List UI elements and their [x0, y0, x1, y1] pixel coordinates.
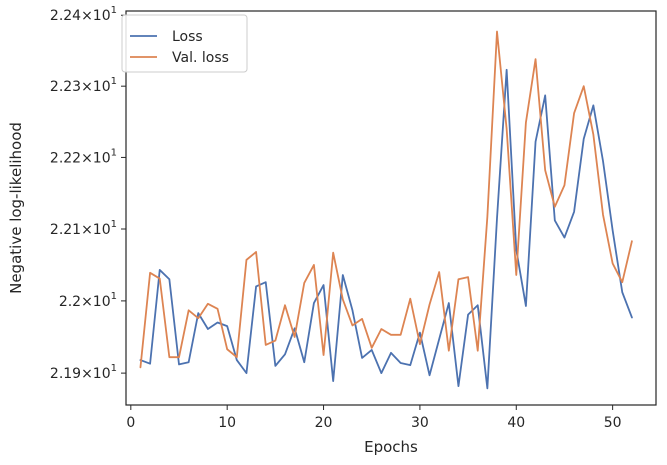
y-tick-label: 2.19×101 [50, 363, 117, 382]
y-tick-label: 2.24×101 [50, 5, 117, 24]
x-tick-label: 0 [126, 415, 135, 431]
y-tick-label: 2.23×101 [50, 76, 117, 95]
y-tick-label: 2.21×101 [50, 219, 117, 238]
legend-label-loss: Loss [172, 29, 203, 45]
y-tick-label: 2.22×101 [50, 147, 117, 166]
legend-label-val-loss: Val. loss [172, 50, 229, 66]
series-line-loss [139, 68, 633, 390]
y-tick-label: 2.2×101 [59, 291, 117, 310]
y-axis-label: Negative log-likelihood [7, 122, 25, 294]
legend: Loss Val. loss [121, 14, 248, 73]
x-tick-label: 30 [411, 415, 429, 431]
series-line-val-loss [139, 30, 633, 369]
series-lines [139, 30, 633, 390]
ticks: 0 10 20 30 40 50 2.19×101 2.2×101 2.21×101 2.22×1… [50, 5, 622, 431]
x-tick-label: 20 [315, 415, 333, 431]
x-axis-label: Epochs [364, 438, 418, 456]
x-tick-label: 10 [218, 415, 236, 431]
x-tick-label: 50 [604, 415, 622, 431]
plot-area [126, 11, 656, 405]
plot-frame [125, 10, 657, 406]
x-tick-label: 40 [507, 415, 525, 431]
